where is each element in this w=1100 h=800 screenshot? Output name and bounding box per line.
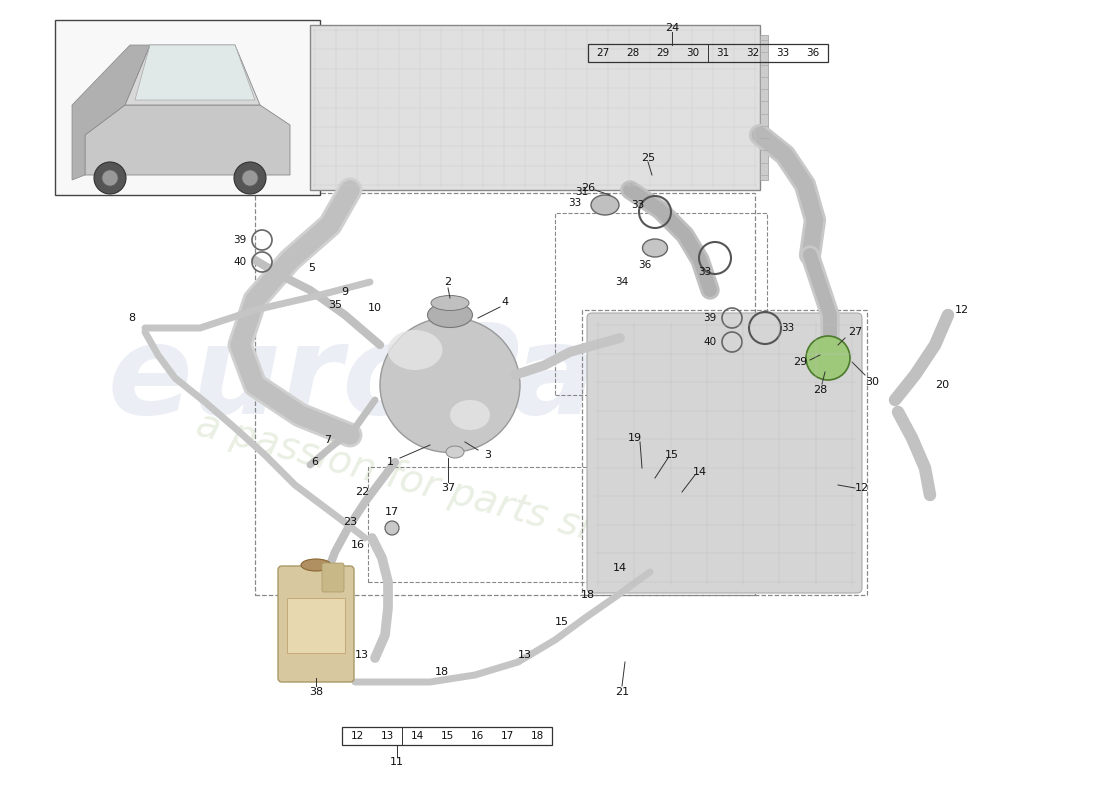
Text: 33: 33	[631, 200, 645, 210]
Circle shape	[94, 162, 126, 194]
Text: 20: 20	[935, 380, 949, 390]
Text: 6: 6	[311, 457, 319, 467]
Text: 28: 28	[626, 48, 639, 58]
Text: 7: 7	[324, 435, 331, 445]
Text: 26: 26	[581, 183, 595, 193]
Text: 29: 29	[657, 48, 670, 58]
Text: 39: 39	[233, 235, 246, 245]
Bar	[342, 727, 552, 745]
FancyBboxPatch shape	[278, 566, 354, 682]
Circle shape	[102, 170, 118, 186]
Text: 15: 15	[440, 731, 453, 741]
Ellipse shape	[379, 318, 520, 453]
Bar	[588, 44, 828, 62]
Circle shape	[806, 336, 850, 380]
Text: 35: 35	[328, 300, 342, 310]
Polygon shape	[135, 45, 255, 100]
Bar	[310, 25, 760, 190]
Text: 24: 24	[664, 23, 679, 33]
Text: 13: 13	[518, 650, 532, 660]
Text: 29: 29	[793, 357, 807, 367]
Text: 3: 3	[484, 450, 492, 460]
Text: 36: 36	[638, 260, 651, 270]
Text: 4: 4	[502, 297, 508, 307]
Circle shape	[234, 162, 266, 194]
Polygon shape	[72, 45, 150, 180]
Text: 22: 22	[355, 487, 370, 497]
Text: 21: 21	[615, 687, 629, 697]
Bar	[287, 598, 345, 653]
Text: 33: 33	[698, 267, 712, 277]
Text: 12: 12	[955, 305, 969, 315]
Text: 15: 15	[556, 617, 569, 627]
Text: 28: 28	[813, 385, 827, 395]
Ellipse shape	[301, 559, 331, 571]
Text: 27: 27	[596, 48, 609, 58]
Text: 18: 18	[530, 731, 543, 741]
Text: 33: 33	[777, 48, 790, 58]
Text: 18: 18	[581, 590, 595, 600]
Bar	[760, 35, 768, 180]
Circle shape	[385, 521, 399, 535]
Ellipse shape	[450, 400, 490, 430]
Circle shape	[242, 170, 258, 186]
Polygon shape	[85, 105, 290, 175]
Text: 9: 9	[341, 287, 349, 297]
Text: 30: 30	[686, 48, 700, 58]
FancyBboxPatch shape	[587, 313, 862, 593]
Text: 15: 15	[666, 450, 679, 460]
Text: 31: 31	[575, 187, 589, 197]
Bar	[582, 310, 867, 595]
Bar	[255, 193, 755, 595]
Text: 38: 38	[309, 687, 323, 697]
Text: 10: 10	[368, 303, 382, 313]
Text: 14: 14	[613, 563, 627, 573]
Text: 14: 14	[693, 467, 707, 477]
Text: 27: 27	[848, 327, 862, 337]
Text: 39: 39	[703, 313, 716, 323]
Text: 8: 8	[129, 313, 135, 323]
Text: 34: 34	[615, 277, 628, 287]
Ellipse shape	[446, 446, 464, 458]
Text: 2: 2	[444, 277, 452, 287]
Text: 11: 11	[390, 757, 404, 767]
Text: 19: 19	[628, 433, 642, 443]
Text: 16: 16	[351, 540, 365, 550]
Text: 13: 13	[355, 650, 368, 660]
Text: 40: 40	[233, 257, 246, 267]
Bar	[368, 467, 620, 582]
Ellipse shape	[428, 302, 473, 327]
Ellipse shape	[591, 195, 619, 215]
Text: 13: 13	[381, 731, 394, 741]
Text: 32: 32	[747, 48, 760, 58]
Text: 17: 17	[385, 507, 399, 517]
Text: 36: 36	[806, 48, 820, 58]
Text: 12: 12	[351, 731, 364, 741]
Text: 5: 5	[308, 263, 316, 273]
Ellipse shape	[431, 295, 469, 310]
Text: a passion for parts since 1985: a passion for parts since 1985	[191, 406, 769, 594]
Text: 37: 37	[441, 483, 455, 493]
Ellipse shape	[642, 239, 668, 257]
Text: 31: 31	[716, 48, 729, 58]
Text: 40: 40	[703, 337, 716, 347]
Text: 33: 33	[569, 198, 582, 208]
Text: 30: 30	[865, 377, 879, 387]
Text: 25: 25	[641, 153, 656, 163]
Text: 33: 33	[781, 323, 794, 333]
Ellipse shape	[387, 330, 442, 370]
Text: 1: 1	[386, 457, 394, 467]
Bar	[556, 213, 767, 395]
Text: 17: 17	[500, 731, 514, 741]
Text: 18: 18	[434, 667, 449, 677]
Text: 12: 12	[855, 483, 869, 493]
Polygon shape	[125, 45, 260, 105]
FancyBboxPatch shape	[322, 563, 344, 592]
Bar	[55, 20, 320, 195]
Text: 14: 14	[410, 731, 424, 741]
Text: 23: 23	[343, 517, 358, 527]
Text: 16: 16	[471, 731, 484, 741]
Text: euroParts: euroParts	[108, 319, 792, 441]
